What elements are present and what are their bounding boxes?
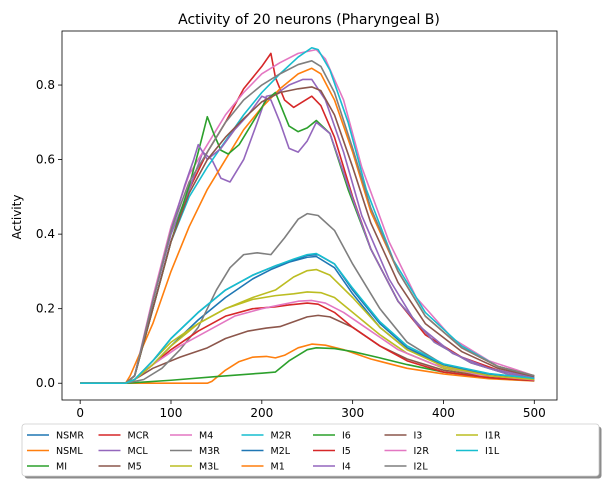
series-line-i3	[80, 86, 535, 385]
legend-label: M3L	[199, 462, 219, 473]
series-line-mi	[80, 347, 535, 385]
legend-label: M2R	[271, 431, 292, 442]
series-line-i1r	[80, 268, 535, 385]
series-line-mcl	[80, 78, 535, 385]
legend-label: I6	[342, 431, 351, 442]
x-axis: 0 100 200 300 400 500	[76, 400, 546, 420]
legend-label: M5	[128, 462, 142, 473]
legend-label: I1L	[485, 446, 500, 457]
series-group	[80, 46, 535, 385]
x-tick-label: 400	[432, 406, 455, 420]
y-tick-label: 0.6	[36, 153, 55, 167]
legend-label: I2L	[414, 462, 429, 473]
legend-label: M3R	[199, 446, 220, 457]
y-axis: 0.0 0.2 0.4 0.6 0.8	[36, 78, 62, 390]
legend-label: I1R	[485, 431, 501, 442]
legend-label: M2L	[271, 446, 291, 457]
x-tick-label: 0	[76, 406, 84, 420]
legend-label: I5	[342, 446, 351, 457]
legend-box	[21, 423, 600, 477]
series-line-m3r	[80, 212, 535, 385]
y-tick-label: 0.4	[36, 227, 55, 241]
legend-label: NSMR	[56, 431, 84, 442]
series-line-i1l	[80, 252, 535, 385]
x-tick-label: 100	[160, 406, 183, 420]
legend-label: NSML	[56, 446, 83, 457]
y-tick-label: 0.0	[36, 376, 55, 390]
x-tick-label: 300	[341, 406, 364, 420]
legend-label: MCR	[128, 431, 150, 442]
x-tick-label: 500	[523, 406, 546, 420]
series-line-i6	[80, 91, 535, 385]
legend-label: M1	[271, 462, 285, 473]
series-line-m1	[80, 67, 535, 385]
plot-area	[61, 30, 558, 401]
legend-label: MCL	[128, 446, 149, 457]
series-line-m4	[80, 48, 535, 385]
legend: NSMR NSML MI MCR MCL M5 M4 M3R M3L M2R M2L M1 I6 I5 I4…	[21, 423, 602, 479]
y-axis-label: Activity	[10, 195, 24, 240]
series-line-m5	[80, 314, 535, 385]
series-line-nsml	[80, 343, 535, 385]
x-tick-label: 200	[250, 406, 273, 420]
series-line-i4	[80, 95, 535, 385]
legend-label: I2R	[414, 446, 430, 457]
series-line-i2l	[80, 60, 535, 385]
chart-title: Activity of 20 neurons (Pharyngeal B)	[178, 12, 440, 28]
legend-label: MI	[56, 462, 67, 473]
legend-label: M4	[199, 431, 213, 442]
y-tick-label: 0.2	[36, 302, 55, 316]
legend-label: I4	[342, 462, 351, 473]
y-tick-label: 0.8	[36, 78, 55, 92]
legend-label: I3	[414, 431, 423, 442]
